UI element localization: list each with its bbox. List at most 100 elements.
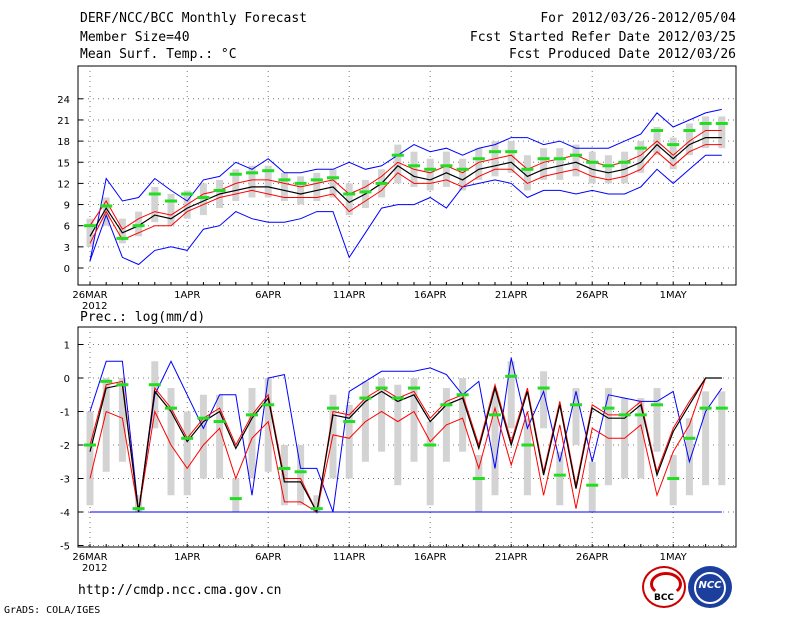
temp-spread-box <box>280 172 288 202</box>
prec-median-marker <box>84 443 96 447</box>
prec-median-marker <box>699 406 712 410</box>
prec-median-marker <box>456 393 469 397</box>
temp-y-tick-label: 3 <box>64 243 70 254</box>
prec-y-tick-label: -3 <box>60 475 70 486</box>
bcc-logo: BCC <box>642 566 686 608</box>
temp-y-tick-label: 24 <box>57 95 70 106</box>
temp-median-marker <box>537 157 550 161</box>
prec-spread-box <box>507 361 515 429</box>
temp-spread-box <box>329 169 337 198</box>
prec-y-tick-label: 1 <box>64 341 70 352</box>
temp-p90-line <box>89 130 722 230</box>
temp-median-marker <box>489 150 501 154</box>
temp-median-marker <box>278 178 291 182</box>
prec-x-tick-label: 21APR <box>495 552 528 563</box>
prec-median-marker <box>327 406 339 410</box>
temp-spread-box <box>232 169 240 202</box>
prec-median-marker <box>116 383 129 387</box>
prec-median-marker <box>683 436 696 440</box>
temp-x-tick-label: 1APR <box>174 290 200 301</box>
prec-spread-box <box>523 418 531 496</box>
prec-p10-line <box>89 377 722 513</box>
prec-median-marker <box>213 420 226 424</box>
ncc-logo: NCC <box>688 566 732 608</box>
prec-median-marker <box>505 374 518 378</box>
temp-panel-title: Mean Surf. Temp.: °C <box>80 47 237 62</box>
temp-median-marker <box>229 172 242 176</box>
prec-spread-box <box>410 378 418 462</box>
temp-min-line <box>89 154 722 266</box>
prec-median-marker <box>634 413 647 417</box>
prec-spread-box <box>313 495 321 512</box>
prec-median-marker <box>408 386 420 390</box>
temp-plot-frame <box>77 65 737 286</box>
prec-y-tick-label: -5 <box>60 542 70 553</box>
bcc-swirl-icon <box>650 572 682 596</box>
temp-median-marker <box>148 192 161 196</box>
temp-median-marker <box>359 190 372 194</box>
ncc-logo-text: NCC <box>698 580 722 591</box>
temp-spread-box <box>572 144 580 177</box>
temp-median-marker <box>602 164 615 168</box>
prec-x-tick-label: 11APR <box>333 552 366 563</box>
prec-spread-box <box>459 378 467 452</box>
temp-median-marker <box>715 121 728 125</box>
member-size: Member Size=40 <box>80 30 190 45</box>
temp-median-marker <box>683 129 696 133</box>
temp-spread-box <box>669 137 677 170</box>
temp-x-tick-label: 21APR <box>495 290 528 301</box>
temp-median-marker <box>100 204 113 208</box>
prec-spread-box <box>232 478 240 512</box>
temp-median-marker <box>262 169 275 173</box>
temp-median-marker <box>375 181 388 185</box>
prec-median-marker <box>521 443 534 447</box>
temp-median-marker <box>521 167 534 171</box>
temp-median-marker <box>84 224 96 228</box>
temp-y-tick-label: 12 <box>57 179 70 190</box>
temp-spread-box <box>637 141 645 173</box>
prec-spread-box <box>556 451 564 506</box>
temp-median-marker <box>505 150 518 154</box>
temp-spread-box <box>135 211 143 237</box>
fcst-produced-date: Fcst Produced Date 2012/03/26 <box>509 47 736 62</box>
prec-spread-box <box>167 388 175 496</box>
temp-max-line <box>89 108 722 261</box>
source-url[interactable]: http://cmdp.ncc.cma.gov.cn <box>78 583 282 598</box>
prec-spread-box <box>280 445 288 506</box>
prec-spread-box <box>86 411 94 506</box>
prec-x-tick-label: 1APR <box>174 552 200 563</box>
prec-median-marker <box>359 396 372 400</box>
temp-p10-line <box>89 144 722 244</box>
temp-median-marker <box>310 178 323 182</box>
prec-median-marker <box>586 483 599 487</box>
temp-spread-box <box>264 165 272 198</box>
temp-median-marker <box>618 160 631 164</box>
temp-spread-box <box>86 218 94 247</box>
prec-median-marker <box>229 497 242 501</box>
chart-title: DERF/NCC/BCC Monthly Forecast <box>80 11 307 26</box>
prec-spread-box <box>491 391 499 496</box>
temp-mean-line <box>89 137 722 237</box>
temp-spread-box <box>604 155 612 184</box>
temp-median-marker <box>456 167 469 171</box>
prec-y-tick-label: -4 <box>60 508 70 519</box>
temp-x-tick-label: 16APR <box>414 290 447 301</box>
prec-median-marker <box>472 477 485 480</box>
prec-spread-box <box>604 388 612 486</box>
prec-median-marker <box>651 403 663 407</box>
prec-spread-box <box>426 421 434 506</box>
prec-spread-box <box>248 388 256 479</box>
prec-median-marker <box>424 443 437 447</box>
temp-median-marker <box>327 176 339 180</box>
prec-spread-box <box>685 418 693 496</box>
temp-median-marker <box>213 188 226 192</box>
temp-spread-box <box>345 183 353 216</box>
temp-spread-box <box>426 158 434 191</box>
prec-spread-box <box>637 398 645 479</box>
temp-spread-box <box>313 172 321 202</box>
prec-x-tick-label: 6APR <box>255 552 281 563</box>
prec-spread-box <box>183 411 191 496</box>
temp-spread-box <box>394 144 402 184</box>
prec-median-marker <box>537 386 550 390</box>
